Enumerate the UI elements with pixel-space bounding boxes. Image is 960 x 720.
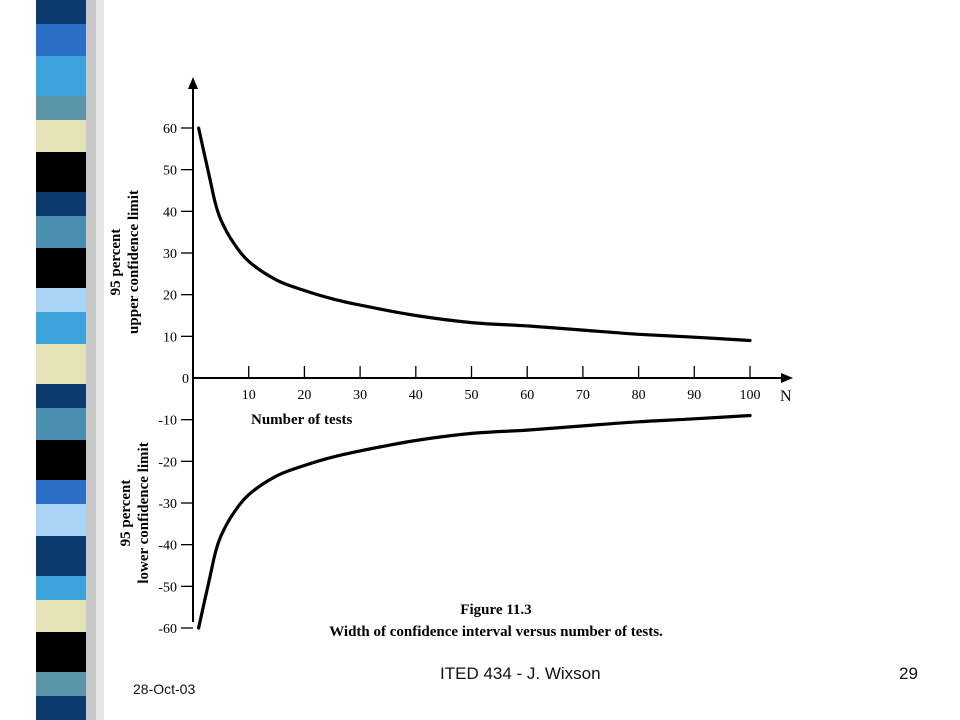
x-axis-symbol: N [780,388,792,405]
y-tick-label: 0 [182,372,189,387]
x-axis-label: Number of tests [251,412,353,428]
strip-block [36,696,86,720]
y-tick-label: 60 [163,122,177,137]
x-axis-arrowhead [781,373,793,383]
strip-block [36,56,86,96]
lower-confidence-curve [197,413,752,630]
y-tick-label: -50 [158,580,177,595]
y-tick-label: -20 [158,455,177,470]
strip-shadow-soft [96,0,104,720]
x-tick-label: 70 [576,388,590,403]
strip-block [36,504,86,536]
x-tick-label: 80 [632,388,646,403]
upper-ylabel: 95 percent upper confidence limit [108,190,142,334]
strip-block [36,632,86,672]
chart-subtitle: Width of confidence interval versus numb… [329,624,663,640]
footer-date: 28-Oct-03 [133,681,196,697]
y-tick-label: 50 [163,164,177,179]
strip-block [36,120,86,152]
y-tick-label: -40 [158,539,177,554]
strip-block [36,248,86,288]
y-ticks: 60 50 40 30 20 10 0 -10 -20 -30 -40 -50 -60 [158,122,193,637]
series-group [197,126,752,630]
page-number: 29 [899,664,918,683]
strip-block [36,288,86,312]
lower-ylabel-line-2: lower confidence limit [136,442,152,583]
y-tick-label: -10 [158,414,177,429]
lower-ylabel: 95 percent lower confidence limit [118,442,152,583]
strip-block [36,216,86,248]
x-ticks: 10 20 30 40 50 60 70 80 90 100 [242,366,761,403]
y-tick-label: 20 [163,289,177,304]
y-tick-label: 30 [163,247,177,262]
strip-block [36,440,86,480]
y-tick-label: -60 [158,622,177,637]
strip-block [36,672,86,696]
strip-block [36,344,86,384]
x-tick-label: 10 [242,388,256,403]
chart-title: Figure 11.3 [460,602,531,618]
strip-block [36,0,86,24]
upper-confidence-curve [197,126,752,343]
strip-block [36,408,86,440]
x-tick-label: 20 [297,388,311,403]
decorative-color-strip [0,0,104,720]
lower-ylabel-line-1: 95 percent [118,480,134,547]
y-axis-arrowhead [188,77,198,89]
strip-block [36,96,86,120]
y-tick-label: -30 [158,497,177,512]
strip-block [36,24,86,56]
x-tick-label: 50 [465,388,479,403]
strip-block [36,600,86,632]
x-tick-label: 60 [520,388,534,403]
x-tick-label: 40 [409,388,423,403]
strip-block [36,192,86,216]
x-tick-label: 90 [687,388,701,403]
strip-block [36,384,86,408]
chart-axes [188,77,793,622]
strip-block [36,312,86,344]
strip-block [36,576,86,600]
strip-block [36,480,86,504]
footer-presenter: ITED 434 - J. Wixson [440,664,601,683]
y-tick-label: 40 [163,205,177,220]
x-tick-label: 100 [740,388,761,403]
upper-ylabel-line-1: 95 percent [108,229,124,296]
x-tick-label: 30 [353,388,367,403]
y-tick-label: 10 [163,330,177,345]
strip-block [36,536,86,576]
strip-block [36,152,86,192]
upper-ylabel-line-2: upper confidence limit [126,190,142,334]
strip-margin [0,0,36,720]
